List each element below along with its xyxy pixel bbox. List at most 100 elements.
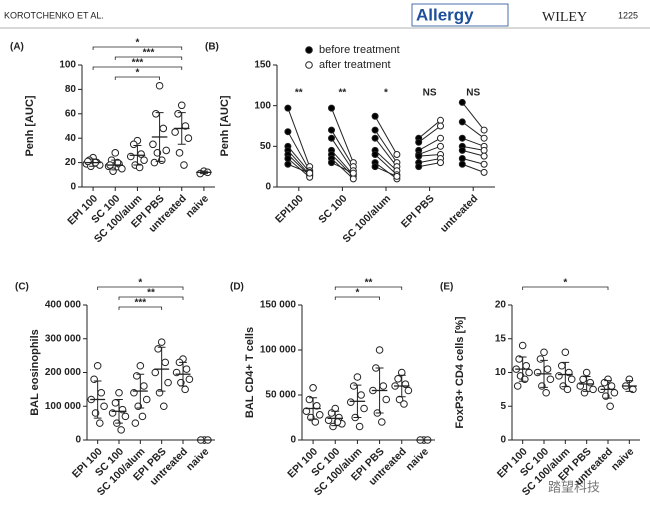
data-point — [458, 98, 466, 106]
data-point — [329, 422, 337, 431]
x-tick-label: naive — [184, 445, 212, 473]
pair-line — [462, 158, 485, 165]
y-axis-label: FoxP3+ CD4 cells [%] — [454, 316, 466, 429]
error-bar — [397, 374, 406, 398]
header-author: KOROTCHENKO ET AL. — [4, 10, 104, 20]
data-point — [394, 375, 402, 383]
data-point — [437, 159, 444, 167]
data-point — [100, 402, 108, 411]
data-point — [284, 104, 292, 112]
y-axis-label: BAL eosinophils — [29, 329, 41, 416]
data-point — [437, 142, 444, 150]
header-journal: Allergy — [416, 5, 474, 24]
data-point — [606, 402, 614, 411]
legend-label: before treatment — [319, 44, 400, 56]
data-point — [371, 126, 379, 134]
significance-bracket — [114, 56, 183, 60]
pair-line — [418, 158, 441, 164]
data-point — [540, 348, 548, 357]
y-tick-label: 60 — [65, 108, 77, 119]
data-point — [533, 368, 542, 377]
data-point — [522, 361, 531, 370]
y-tick-label: 150 000 — [260, 300, 297, 311]
data-point — [138, 412, 147, 421]
significance-label: ** — [339, 88, 347, 99]
data-point — [97, 388, 106, 397]
y-tick-label: 5 — [500, 401, 506, 412]
data-point — [327, 409, 336, 417]
pair-line — [418, 153, 441, 157]
data-point — [458, 134, 466, 142]
data-point — [129, 140, 138, 149]
panel-label: (E) — [440, 282, 453, 293]
significance-label: * — [384, 88, 388, 99]
error-bar — [115, 399, 123, 424]
data-point — [346, 398, 355, 407]
data-point — [555, 372, 563, 380]
pair-line — [418, 125, 441, 143]
x-tick-label: naive — [609, 445, 637, 473]
pair-line — [418, 119, 441, 139]
significance-bracket — [522, 286, 609, 290]
data-point — [371, 134, 379, 142]
data-point — [140, 382, 148, 390]
pair-line — [374, 150, 398, 172]
pair-line — [331, 158, 354, 180]
data-point — [353, 373, 362, 381]
data-point — [480, 134, 488, 142]
data-point — [393, 150, 401, 158]
data-point — [182, 365, 191, 373]
data-point — [93, 361, 102, 370]
significance-label: * — [135, 68, 139, 79]
significance-label: *** — [143, 48, 155, 59]
data-point — [111, 149, 120, 157]
data-point — [131, 419, 140, 427]
panel-label: (B) — [205, 42, 219, 53]
legend-marker — [305, 61, 313, 69]
data-point — [177, 101, 186, 110]
significance-label: NS — [466, 88, 480, 99]
x-tick-label: EPI PBS — [399, 193, 437, 231]
data-point — [96, 419, 104, 427]
y-tick-label: 150 — [254, 60, 271, 71]
data-point — [458, 160, 466, 168]
data-point — [328, 126, 335, 134]
pair-line — [331, 150, 354, 176]
y-tick-label: 200 000 — [45, 367, 82, 378]
pair-line — [462, 137, 485, 147]
data-point — [567, 375, 576, 384]
error-bar — [353, 384, 362, 418]
data-point — [328, 104, 335, 112]
data-point — [518, 341, 527, 350]
data-point — [135, 163, 144, 172]
significance-label: *** — [134, 298, 146, 309]
data-point — [305, 395, 314, 404]
header-page: 1225 — [618, 10, 638, 20]
pair-line — [374, 115, 398, 155]
data-point — [126, 152, 135, 161]
significance-bracket — [92, 66, 183, 70]
data-point — [458, 155, 466, 163]
significance-label: * — [138, 278, 142, 289]
y-tick-label: 100 — [59, 60, 76, 71]
pair-line — [331, 162, 354, 174]
y-tick-label: 100 000 — [260, 345, 297, 356]
error-bar — [133, 145, 142, 166]
panel-label: (D) — [230, 282, 244, 293]
data-point — [142, 395, 151, 404]
data-point — [382, 395, 391, 404]
data-point — [171, 128, 179, 136]
y-tick-label: 300 000 — [45, 333, 82, 344]
data-point — [284, 160, 292, 168]
data-point — [458, 146, 466, 154]
data-point — [154, 345, 162, 353]
data-point — [437, 116, 444, 124]
data-point — [162, 146, 171, 155]
y-tick-label: 0 — [75, 435, 81, 446]
pair-line — [287, 107, 311, 167]
data-point — [557, 361, 566, 370]
significance-bracket — [334, 286, 403, 290]
error-bar — [179, 361, 187, 387]
y-axis-label: Penh [AUC] — [219, 95, 231, 156]
